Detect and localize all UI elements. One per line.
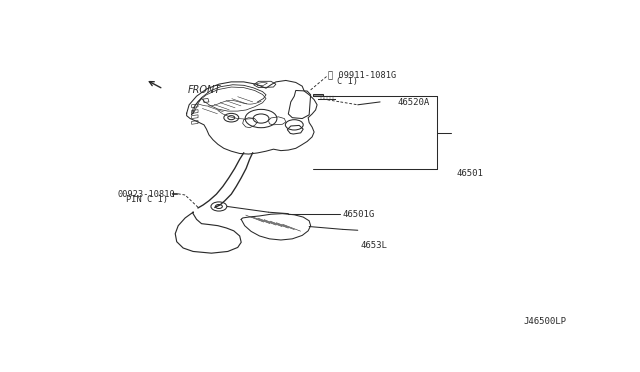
Text: 00923-10810: 00923-10810: [117, 190, 175, 199]
Text: PIN C 1): PIN C 1): [126, 195, 168, 204]
Text: 4653L: 4653L: [360, 241, 387, 250]
Text: Ⓝ 09911-1081G: Ⓝ 09911-1081G: [328, 70, 396, 79]
Text: 46501: 46501: [457, 169, 484, 178]
Text: C 1): C 1): [337, 77, 358, 86]
Text: 46501G: 46501G: [343, 210, 375, 219]
Text: 46520A: 46520A: [397, 98, 429, 107]
Text: J46500LP: J46500LP: [523, 317, 566, 326]
Text: FRONT: FRONT: [188, 86, 221, 96]
